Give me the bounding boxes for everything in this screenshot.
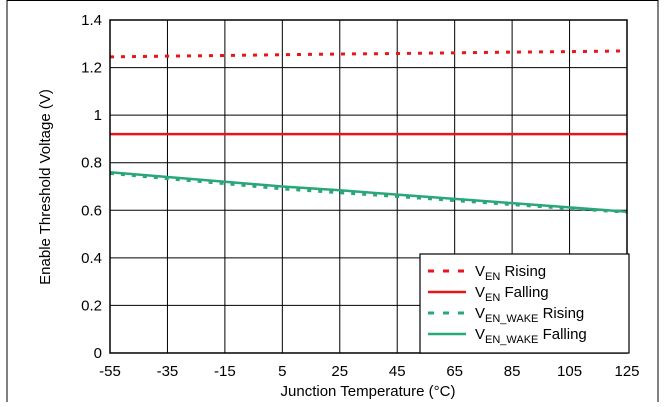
legend-subscript: EN_WAKE	[485, 313, 538, 325]
y-tick-label: 1	[94, 107, 102, 124]
x-tick-label: 105	[557, 363, 582, 380]
y-tick-label: 0	[94, 345, 102, 362]
y-tick-label: 1.4	[81, 12, 102, 29]
x-tick-label: -15	[214, 363, 236, 380]
legend-rest: Falling	[500, 284, 548, 301]
series-group	[109, 49, 628, 214]
x-axis-label: Junction Temperature (°C)	[281, 383, 456, 400]
x-tick-label: -55	[99, 363, 121, 380]
legend-main: V	[475, 305, 485, 322]
series-line-3	[109, 171, 628, 214]
legend-main: V	[475, 263, 485, 280]
legend-subscript: EN_WAKE	[485, 334, 538, 346]
legend-label-2: VEN Falling	[475, 284, 549, 304]
legend-label-1: VEN Rising	[475, 263, 546, 283]
legend-rest: Rising	[500, 263, 546, 280]
series-line-1	[109, 49, 628, 59]
series-line-4	[109, 170, 628, 213]
y-tick-label: 0.6	[81, 202, 102, 219]
legend-box	[419, 253, 630, 354]
tick-labels: -55 -35 -15 5 25 45 65 85 105 125 0 0.2 0.4 0.6 0.8 1 1.…	[81, 12, 639, 380]
legend-main: V	[475, 284, 485, 301]
y-tick-label: 0.4	[81, 250, 102, 267]
x-tick-label: 125	[614, 363, 639, 380]
legend-subscript: EN	[485, 292, 500, 304]
legend-label-3: VEN_WAKE Rising	[475, 305, 584, 325]
legend-main: V	[475, 326, 485, 343]
x-tick-label: 45	[389, 363, 406, 380]
x-tick-label: 85	[504, 363, 521, 380]
legend-subscript: EN	[485, 271, 500, 283]
y-tick-label: 1.2	[81, 60, 102, 77]
x-tick-label: 5	[278, 363, 286, 380]
legend-label-4: VEN_WAKE Falling	[475, 326, 587, 346]
x-tick-label: 65	[446, 363, 463, 380]
plot-area-frame	[109, 19, 628, 354]
y-tick-label: 0.2	[81, 297, 102, 314]
legend-rest: Falling	[538, 326, 586, 343]
x-tick-label: -35	[157, 363, 179, 380]
x-tick-label: 25	[331, 363, 348, 380]
y-axis-label: Enable Threshold Voltage (V)	[37, 89, 54, 285]
legend-rest: Rising	[538, 305, 584, 322]
y-tick-label: 0.8	[81, 155, 102, 172]
